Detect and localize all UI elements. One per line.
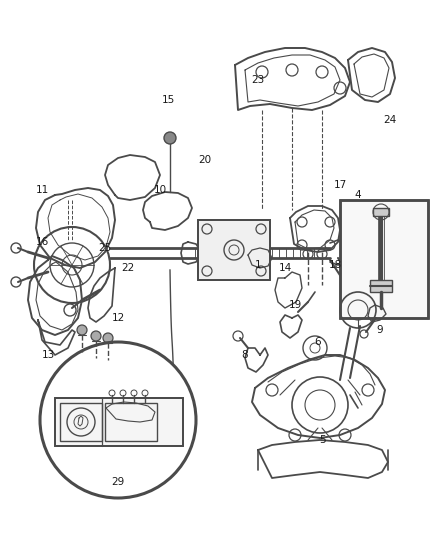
Text: 15: 15 — [161, 95, 175, 105]
Text: 1: 1 — [254, 260, 261, 270]
Bar — [340, 200, 428, 318]
Text: 6: 6 — [314, 337, 321, 347]
Text: 4: 4 — [355, 190, 361, 200]
Circle shape — [77, 325, 87, 335]
Bar — [373, 208, 389, 216]
Text: 9: 9 — [377, 325, 383, 335]
Text: 19: 19 — [288, 300, 302, 310]
Bar — [60, 403, 102, 441]
Text: 16: 16 — [35, 237, 49, 247]
Circle shape — [91, 331, 101, 341]
Text: 8: 8 — [242, 350, 248, 360]
Bar — [198, 220, 270, 280]
Circle shape — [103, 333, 113, 343]
Text: 22: 22 — [121, 263, 134, 273]
Text: 25: 25 — [99, 243, 112, 253]
Text: 20: 20 — [198, 155, 212, 165]
Text: 14: 14 — [279, 263, 292, 273]
Text: 17: 17 — [333, 180, 346, 190]
Bar — [198, 220, 270, 280]
Text: 18: 18 — [328, 260, 342, 270]
Text: 11: 11 — [35, 185, 49, 195]
Bar — [370, 280, 392, 292]
Bar — [340, 200, 428, 318]
Bar — [55, 398, 183, 446]
Text: 29: 29 — [111, 477, 125, 487]
Text: 24: 24 — [383, 115, 397, 125]
Bar — [55, 398, 183, 446]
Circle shape — [164, 132, 176, 144]
Bar — [105, 403, 157, 441]
Text: 5: 5 — [319, 435, 325, 445]
Text: 12: 12 — [111, 313, 125, 323]
Text: 10: 10 — [153, 185, 166, 195]
Text: 23: 23 — [251, 75, 265, 85]
Text: 13: 13 — [41, 350, 55, 360]
